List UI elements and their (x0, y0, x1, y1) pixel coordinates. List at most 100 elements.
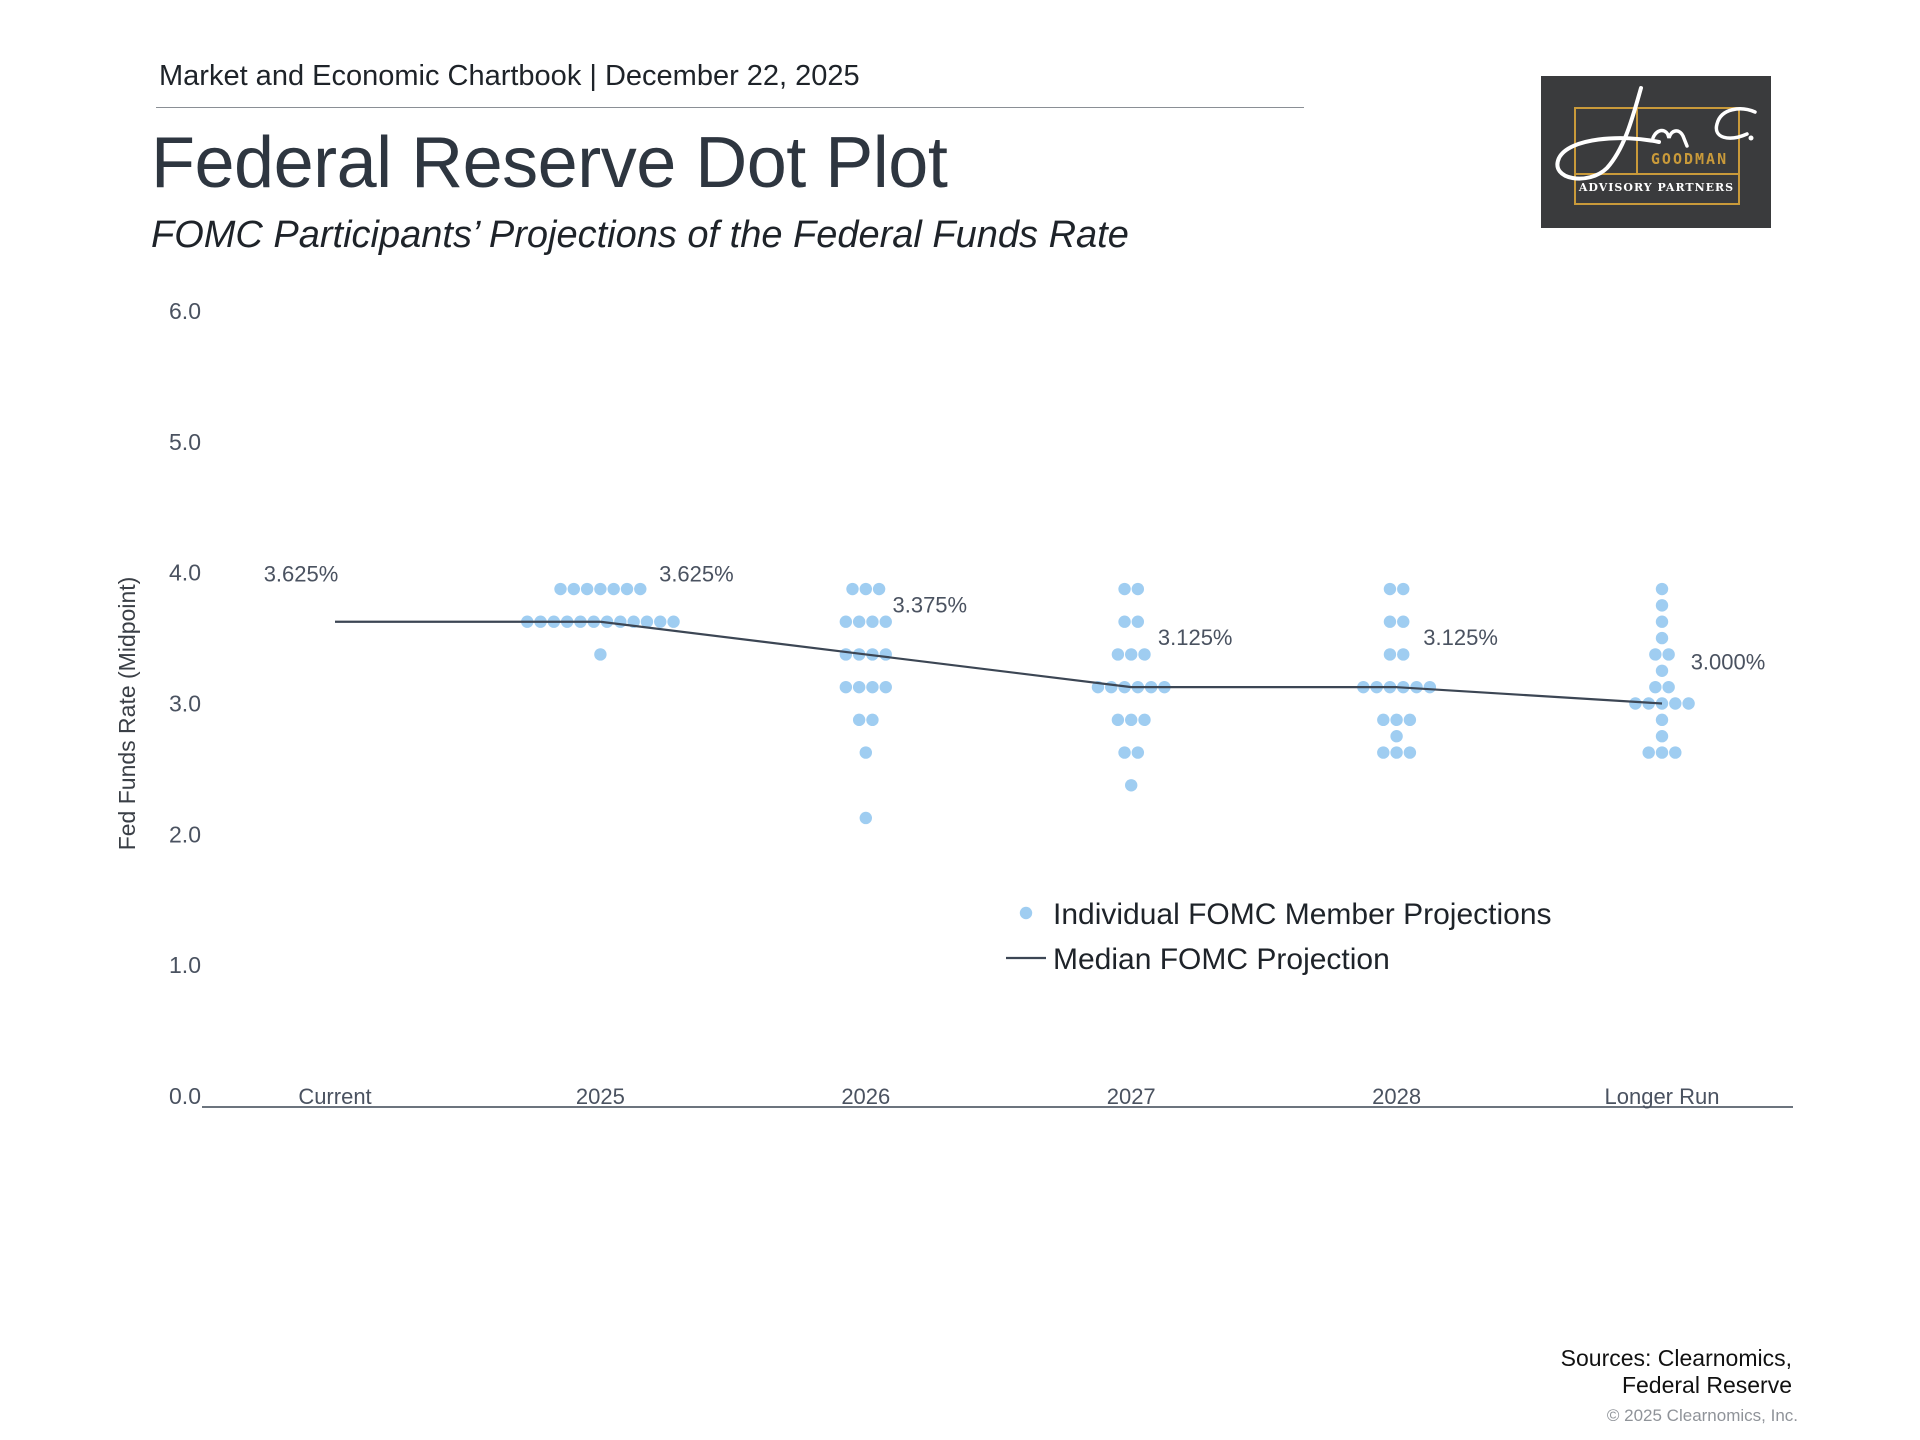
legend-label-median: Median FOMC Projection (1053, 943, 1390, 976)
projection-dot (667, 615, 680, 628)
logo-name: GOODMAN (1650, 150, 1729, 168)
y-axis-title: Fed Funds Rate (Midpoint) (114, 577, 140, 851)
projection-dot (1131, 615, 1145, 628)
projection-dot (1118, 582, 1131, 596)
projection-dot (839, 680, 853, 694)
y-tick-label: 6.0 (169, 298, 201, 324)
projection-dot (1138, 713, 1151, 727)
projection-dot (859, 811, 872, 825)
projection-dot (1655, 664, 1669, 677)
projection-dot (1629, 697, 1642, 710)
projection-dot (1377, 746, 1390, 759)
y-tick-label: 5.0 (169, 429, 201, 455)
projection-dot (1118, 615, 1131, 628)
signature-icon (1555, 86, 1757, 205)
header-divider (156, 107, 1304, 108)
projection-dot (1403, 713, 1417, 727)
projection-dot (1125, 648, 1138, 661)
projection-dot (1682, 697, 1695, 710)
projection-dot (1397, 615, 1410, 628)
copyright-note: © 2025 Clearnomics, Inc. (1606, 1406, 1798, 1425)
median-value-label: 3.375% (892, 592, 967, 617)
projection-dot (594, 582, 607, 596)
chartbook-header: Market and Economic Chartbook | December… (159, 60, 860, 92)
y-tick-label: 4.0 (169, 560, 201, 586)
projection-dot (1655, 631, 1669, 645)
logo-tagline: ADVISORY PARTNERS (1578, 181, 1735, 194)
projection-dot (859, 746, 872, 759)
projection-dot (1403, 746, 1417, 759)
projection-dot (580, 582, 594, 596)
projection-dot (1111, 648, 1125, 661)
page-subtitle: FOMC Participants’ Projections of the Fe… (151, 214, 1129, 256)
projection-dot (1105, 680, 1118, 694)
projection-dot (852, 615, 866, 628)
sources-line-1: Sources: Clearnomics, (1560, 1345, 1792, 1371)
projection-dot (567, 582, 580, 596)
projection-dot (1655, 582, 1669, 596)
projection-dot (846, 582, 859, 596)
projection-dot (1655, 615, 1669, 628)
projection-dot (1383, 582, 1397, 596)
projection-dot (1125, 779, 1138, 792)
sources-line-2: Federal Reserve (1621, 1372, 1792, 1398)
projection-dot (1390, 746, 1403, 759)
projection-dot (554, 582, 567, 596)
y-tick-label: 2.0 (169, 821, 201, 847)
projection-dot (1111, 713, 1125, 727)
projection-dot (1397, 582, 1410, 596)
projection-dot (852, 680, 866, 694)
projection-dot (607, 582, 620, 596)
projection-dot (1138, 648, 1151, 661)
projection-dot (1669, 697, 1682, 710)
projection-dot (1655, 746, 1669, 759)
projection-dot (852, 713, 866, 727)
projection-dot (1655, 599, 1669, 612)
projection-dot (1423, 680, 1437, 694)
projection-dot (634, 582, 647, 596)
projection-dot (1662, 648, 1675, 661)
projection-dot (1397, 648, 1410, 661)
company-logo: GOODMAN ADVISORY PARTNERS (1541, 76, 1771, 228)
x-tick-label: Current (298, 1084, 371, 1109)
projection-dot (640, 615, 654, 628)
projection-dot (594, 648, 607, 661)
projection-dot (866, 615, 879, 628)
x-tick-label: 2025 (576, 1084, 625, 1109)
sources-note: Sources: Clearnomics, Federal Reserve (1392, 1345, 1792, 1399)
projection-dot (1662, 680, 1675, 694)
projection-dot (859, 582, 872, 596)
projection-dot (1649, 648, 1662, 661)
projection-dot (866, 713, 879, 727)
projection-dot (1118, 746, 1131, 759)
projection-dot (1383, 615, 1397, 628)
projection-dot (1131, 746, 1145, 759)
median-value-label: 3.625% (659, 562, 734, 587)
projection-dot (1410, 680, 1423, 694)
projection-dot (1390, 713, 1403, 727)
projection-dot (879, 648, 892, 661)
projection-dot (1377, 713, 1390, 727)
projection-dot (879, 615, 892, 628)
median-value-label: 3.625% (264, 562, 339, 587)
projection-dot (1125, 713, 1138, 727)
projection-dot (872, 582, 886, 596)
y-tick-label: 3.0 (169, 691, 201, 717)
median-value-label: 3.000% (1691, 650, 1766, 675)
projection-dot (866, 680, 879, 694)
x-tick-label: 2026 (841, 1084, 890, 1109)
projection-dot (620, 582, 634, 596)
median-value-label: 3.125% (1158, 625, 1233, 650)
y-tick-label: 1.0 (169, 952, 201, 978)
projection-dot (1131, 582, 1145, 596)
x-tick-label: 2028 (1372, 1084, 1421, 1109)
x-tick-label: Longer Run (1605, 1084, 1720, 1109)
median-line (335, 620, 1663, 705)
median-value-label: 3.125% (1423, 625, 1498, 650)
projection-dot (1390, 730, 1403, 743)
x-tick-label: 2027 (1107, 1084, 1156, 1109)
projection-dot (654, 615, 667, 628)
y-tick-label: 0.0 (169, 1083, 201, 1109)
projection-dot (1649, 680, 1662, 694)
